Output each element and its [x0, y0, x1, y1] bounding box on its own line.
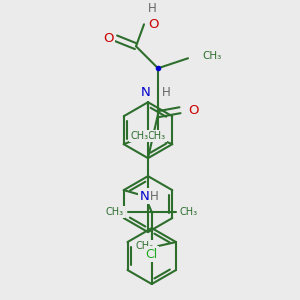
- Text: CH₃: CH₃: [180, 207, 198, 217]
- Text: N: N: [140, 190, 149, 202]
- Text: H: H: [148, 2, 156, 15]
- Text: O: O: [103, 32, 113, 45]
- Text: H: H: [150, 190, 158, 202]
- Text: CH₃: CH₃: [106, 207, 124, 217]
- Text: H: H: [162, 86, 171, 99]
- Text: O: O: [188, 104, 199, 117]
- Text: O: O: [148, 18, 158, 31]
- Text: CH₃: CH₃: [136, 241, 154, 251]
- Text: CH₃: CH₃: [148, 131, 166, 141]
- Text: Cl: Cl: [146, 248, 158, 261]
- Text: CH₃: CH₃: [202, 51, 221, 61]
- Text: CH₃: CH₃: [130, 131, 148, 141]
- Text: N: N: [140, 86, 150, 99]
